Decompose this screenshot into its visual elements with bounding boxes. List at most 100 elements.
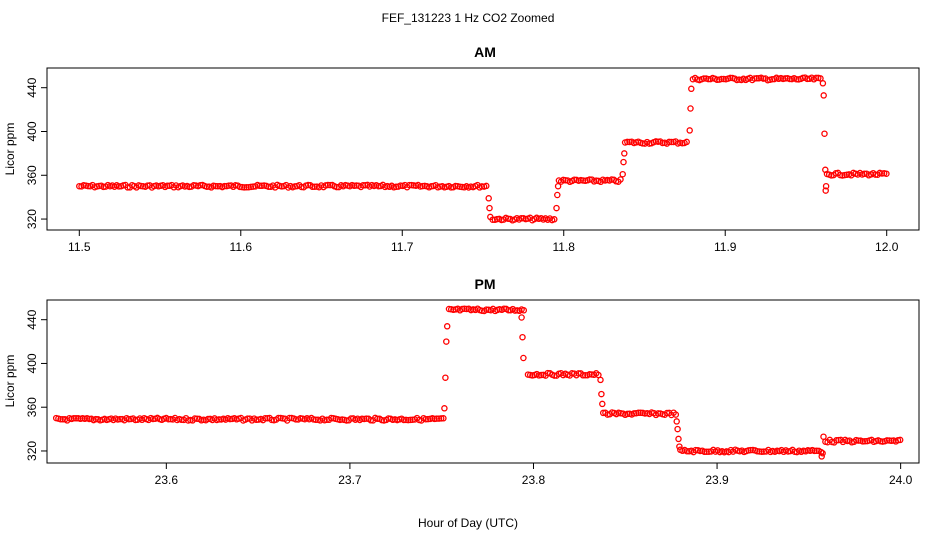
am-data-point — [793, 75, 800, 83]
am-y-axis: 320 360 400 440 — [25, 77, 47, 229]
am-transition-point — [619, 170, 626, 178]
pm-transition-point — [443, 338, 450, 345]
pm-data-point — [435, 415, 443, 422]
pm-data-point — [654, 410, 662, 417]
am-panel: AM 11.5 11.6 11.7 11.8 11.9 12.0 320 360 400 440… — [3, 44, 920, 254]
pm-transition-point — [675, 435, 682, 443]
pm-transition-point — [599, 400, 606, 408]
am-y-tick-label: 320 — [25, 209, 39, 229]
pm-transition-point — [441, 405, 448, 412]
am-data-point — [713, 76, 721, 84]
am-data-point — [452, 182, 459, 190]
pm-y-tick-label: 400 — [25, 353, 39, 373]
pm-transition-point — [519, 333, 526, 341]
pm-data-point — [811, 447, 818, 455]
pm-transition-point — [443, 323, 451, 330]
am-transition-point — [554, 182, 562, 190]
pm-data-point — [404, 416, 412, 424]
am-data-point — [190, 182, 197, 189]
am-y-axis-label: Licor ppm — [3, 123, 17, 176]
pm-data-point — [635, 409, 642, 417]
pm-data-point — [358, 415, 366, 423]
am-data-point — [786, 75, 793, 83]
am-transition-point — [553, 204, 560, 212]
pm-data-point — [859, 438, 867, 445]
am-data-point — [419, 182, 426, 190]
pm-data-point — [701, 448, 708, 456]
pm-x-axis: 23.6 23.7 23.8 23.9 24.0 — [155, 463, 913, 487]
am-y-tick-label: 360 — [25, 165, 39, 185]
am-data-point — [617, 176, 624, 183]
pm-data-point — [756, 448, 763, 455]
pm-panel-title: PM — [475, 276, 496, 292]
am-data-point — [243, 184, 250, 191]
am-data-point — [214, 182, 222, 190]
pm-transition-point — [673, 418, 680, 425]
pm-data-point — [754, 448, 761, 455]
pm-data-point — [683, 447, 691, 455]
am-data-point — [203, 183, 211, 190]
am-x-axis: 11.5 11.6 11.7 11.8 11.9 12.0 — [68, 230, 899, 254]
am-data-point — [241, 184, 248, 191]
pm-data-point — [747, 446, 754, 454]
am-data-point — [493, 215, 501, 223]
am-transition-point — [485, 195, 492, 202]
am-data-point — [359, 182, 367, 189]
pm-data-point — [70, 414, 78, 422]
am-panel-title: AM — [474, 44, 496, 60]
am-data-point — [197, 181, 204, 189]
pm-data-point — [883, 437, 891, 444]
pm-data-point — [312, 416, 320, 424]
am-data-point — [406, 181, 413, 189]
am-data-point — [668, 138, 675, 146]
pm-y-tick-label: 320 — [25, 441, 39, 461]
am-y-tick-label: 400 — [25, 121, 39, 141]
pm-data-point — [833, 437, 840, 444]
am-transition-point — [621, 150, 628, 157]
pm-transition-point — [598, 390, 605, 398]
pm-data-point — [692, 446, 699, 454]
pm-transition-point — [820, 433, 827, 440]
pm-data-point — [896, 436, 904, 444]
pm-data-point — [261, 414, 269, 422]
am-transition-point — [554, 191, 561, 199]
am-data-point — [883, 170, 890, 177]
pm-data-point — [57, 415, 64, 423]
am-transition-point — [822, 182, 830, 190]
pm-transition-point — [676, 443, 683, 450]
pm-x-tick-label: 23.8 — [522, 473, 546, 487]
am-data-point — [624, 138, 631, 146]
pm-data-point — [581, 371, 589, 379]
pm-data-point — [253, 416, 260, 424]
am-transition-point — [687, 105, 694, 112]
am-data-point — [782, 75, 789, 82]
pm-transition-point — [597, 376, 604, 384]
am-x-tick-label: 11.9 — [714, 240, 737, 254]
pm-transition-point — [442, 374, 449, 381]
am-data-point — [700, 75, 708, 82]
pm-data-point — [624, 410, 631, 418]
pm-data-point — [758, 448, 765, 455]
pm-data-point — [537, 371, 545, 379]
pm-data-point — [165, 415, 172, 423]
am-data-point — [478, 183, 486, 190]
am-transition-point — [620, 158, 627, 166]
pm-x-tick-label: 23.9 — [705, 473, 729, 487]
am-transition-point — [822, 166, 829, 174]
pm-data-point — [483, 306, 490, 313]
am-transition-point — [487, 213, 494, 221]
am-transition-point — [819, 80, 827, 87]
pm-transition-point — [518, 314, 525, 321]
pm-data-point — [191, 415, 199, 422]
am-data-point — [665, 138, 673, 146]
am-transition-point — [486, 204, 493, 212]
pm-transition-point — [674, 425, 681, 433]
am-data-point — [309, 183, 316, 191]
pm-data-points — [52, 305, 904, 460]
pm-transition-point — [520, 354, 527, 362]
am-data-point — [324, 181, 332, 189]
pm-data-point — [703, 448, 710, 455]
pm-data-point — [520, 307, 528, 314]
pm-data-point — [579, 372, 587, 379]
